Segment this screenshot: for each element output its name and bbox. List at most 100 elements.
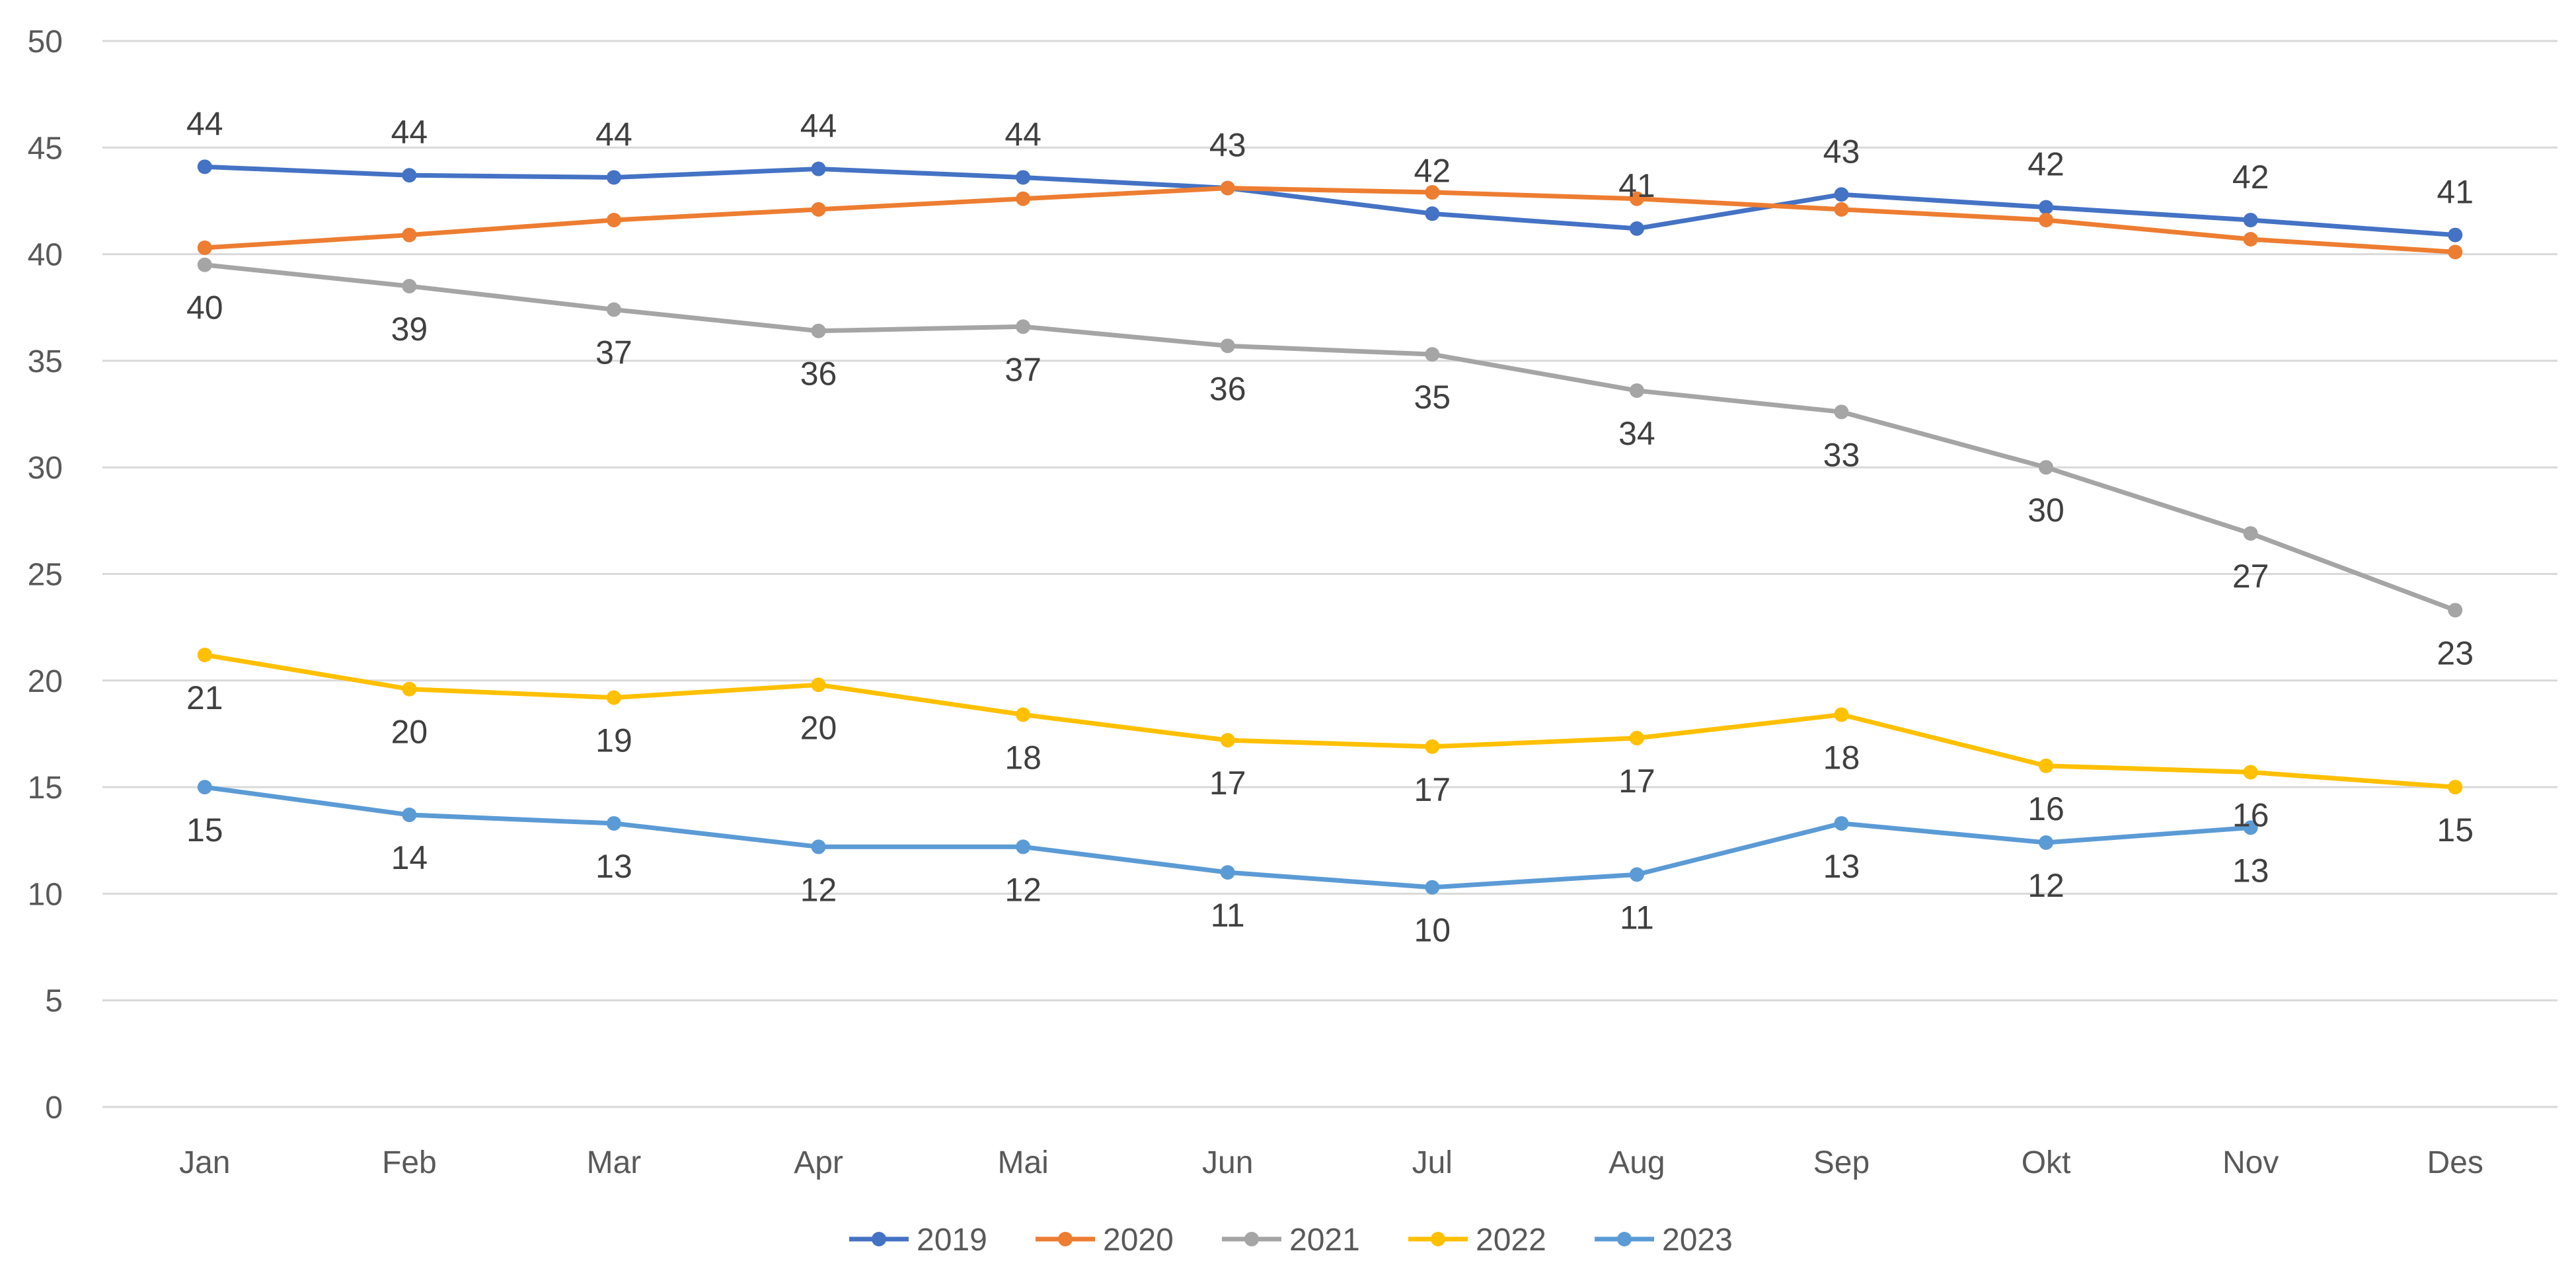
data-point-2019 <box>197 159 212 174</box>
data-label-2022: 18 <box>1004 739 1042 776</box>
data-label-2023: 14 <box>391 839 428 876</box>
data-point-2022 <box>402 681 417 697</box>
data-point-2021 <box>1834 404 1849 420</box>
data-label-2021: 37 <box>595 334 632 371</box>
data-point-2021 <box>1629 383 1644 398</box>
x-tick-label: Sep <box>1813 1145 1870 1180</box>
data-point-2020 <box>197 240 212 255</box>
data-label-2022: 17 <box>1209 765 1246 802</box>
x-tick-label: Apr <box>794 1145 843 1180</box>
data-label-2023: 10 <box>1414 912 1451 949</box>
data-point-2020 <box>2039 212 2054 227</box>
data-label-2022: 20 <box>800 709 837 746</box>
data-point-2023 <box>1220 865 1235 880</box>
legend-marker-2020 <box>1058 1232 1073 1246</box>
data-point-2023 <box>197 780 212 795</box>
data-point-2021 <box>1220 338 1235 354</box>
series-line-2022 <box>204 652 2456 790</box>
y-tick-label: 40 <box>28 238 63 273</box>
legend-entry-2019: 2019 <box>917 1223 987 1258</box>
data-point-2021 <box>2448 603 2463 618</box>
data-label-2019: 44 <box>595 116 632 153</box>
data-point-2022 <box>197 648 212 663</box>
legend-entry-2022: 2022 <box>1476 1223 1546 1258</box>
legend-marker-2021 <box>1244 1232 1259 1246</box>
data-label-2023: 13 <box>2232 852 2269 889</box>
legend-marker-2022 <box>1431 1232 1445 1246</box>
y-tick-label: 45 <box>28 131 63 166</box>
data-point-2021 <box>1016 319 1031 334</box>
data-label-2019: 43 <box>1823 133 1860 170</box>
data-label-2023: 12 <box>2027 867 2065 904</box>
data-point-2023 <box>1425 880 1440 895</box>
data-point-2022 <box>1629 730 1644 745</box>
data-label-2023: 11 <box>1620 899 1654 936</box>
x-tick-label: Okt <box>2022 1145 2071 1180</box>
series-lines <box>197 159 2463 895</box>
data-point-2021 <box>606 302 621 317</box>
data-label-2019: 42 <box>1414 152 1451 189</box>
data-point-2023 <box>2039 835 2054 850</box>
data-label-2023: 13 <box>595 848 632 885</box>
data-point-2020 <box>1834 202 1849 217</box>
data-point-2021 <box>811 323 826 338</box>
data-label-2019: 41 <box>2437 174 2474 211</box>
data-point-2022 <box>2243 765 2258 780</box>
y-tick-label: 0 <box>45 1090 63 1125</box>
data-point-2022 <box>606 690 621 705</box>
data-point-2020 <box>2243 232 2258 247</box>
data-label-2023: 15 <box>186 812 223 849</box>
data-label-2021: 37 <box>1004 351 1042 388</box>
data-point-2022 <box>1016 707 1031 722</box>
data-point-2020 <box>2448 245 2463 260</box>
series-line-2020 <box>204 186 2456 254</box>
x-axis: Jan Feb Mar Apr Mai Jun Jul Aug Sep Okt Nov Des <box>179 1145 2483 1180</box>
data-point-2020 <box>606 212 621 227</box>
data-point-2020 <box>1220 180 1235 196</box>
data-point-2023 <box>1834 815 1849 831</box>
data-label-2022: 16 <box>2027 790 2065 827</box>
data-point-2019 <box>1425 206 1440 221</box>
legend-entry-2020: 2020 <box>1103 1223 1174 1258</box>
data-label-2023: 12 <box>1004 871 1042 908</box>
data-point-2021 <box>197 257 212 272</box>
x-tick-label: Jul <box>1412 1145 1453 1180</box>
data-point-2022 <box>811 677 826 693</box>
data-point-2019 <box>1016 170 1031 185</box>
data-label-2021: 36 <box>800 356 837 393</box>
data-point-2023 <box>811 839 826 854</box>
data-point-2020 <box>1425 185 1440 200</box>
data-point-2019 <box>2243 212 2258 227</box>
data-label-2019: 44 <box>800 108 837 145</box>
data-point-2023 <box>1629 867 1644 882</box>
legend-marker-2023 <box>1617 1232 1632 1246</box>
data-label-2023: 13 <box>1823 848 1860 885</box>
data-point-2022 <box>2448 780 2463 795</box>
data-label-2022: 21 <box>186 679 223 716</box>
x-tick-label: Mai <box>997 1145 1048 1180</box>
data-label-2022: 17 <box>1414 771 1451 808</box>
data-label-2022: 20 <box>391 714 428 751</box>
data-point-2021 <box>2243 526 2258 541</box>
data-label-2019: 41 <box>1618 167 1655 204</box>
y-tick-label: 15 <box>28 771 63 806</box>
data-point-2022 <box>1425 739 1440 754</box>
x-tick-label: Feb <box>382 1145 437 1180</box>
gridlines <box>102 40 2557 1108</box>
data-label-2021: 39 <box>391 311 428 348</box>
series-line-2019 <box>204 164 2456 238</box>
data-label-2021: 27 <box>2232 558 2269 595</box>
series-line-2021 <box>204 262 2456 613</box>
data-label-2021: 40 <box>186 289 223 326</box>
data-point-2020 <box>402 227 417 243</box>
x-tick-label: Jun <box>1202 1145 1253 1180</box>
data-label-2022: 18 <box>1823 739 1860 776</box>
data-label-2022: 17 <box>1618 763 1655 800</box>
data-point-2022 <box>1220 733 1235 748</box>
data-point-2021 <box>1425 347 1440 362</box>
data-point-2023 <box>402 808 417 823</box>
data-label-2023: 12 <box>800 871 837 908</box>
data-label-2022: 16 <box>2232 797 2269 834</box>
data-label-2021: 23 <box>2437 634 2474 671</box>
data-point-2019 <box>402 168 417 183</box>
